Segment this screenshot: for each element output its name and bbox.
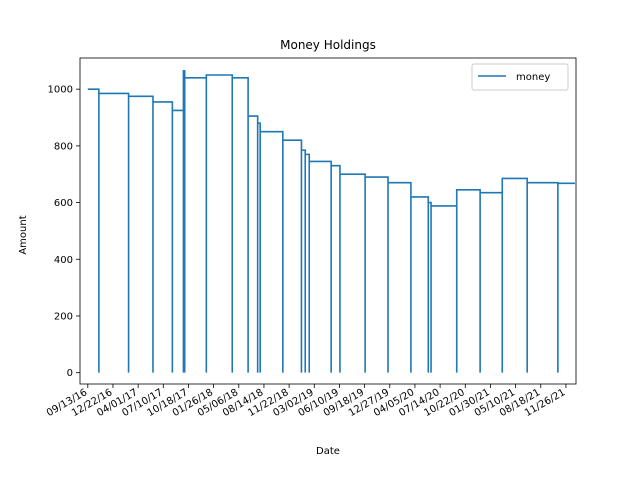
y-tick-label-800: 800 — [54, 141, 73, 152]
y-axis-label: Amount — [18, 215, 29, 254]
chart-title: Money Holdings — [280, 38, 376, 52]
series-line-money — [87, 69, 575, 373]
y-tick-label-200: 200 — [54, 311, 73, 322]
plot-area — [87, 69, 575, 373]
y-tick-label-600: 600 — [54, 198, 73, 209]
plot-frame — [79, 57, 577, 385]
legend-label-money: money — [516, 72, 550, 83]
y-tick-label-0: 0 — [67, 368, 73, 379]
legend: money — [471, 63, 569, 91]
y-tick-label-400: 400 — [54, 255, 73, 266]
x-axis-label: Date — [316, 446, 340, 457]
y-tick-label-1000: 1000 — [48, 85, 73, 96]
legend-box — [471, 63, 569, 91]
y-axis-ticks: 0 200 400 600 800 1000 — [48, 85, 80, 379]
